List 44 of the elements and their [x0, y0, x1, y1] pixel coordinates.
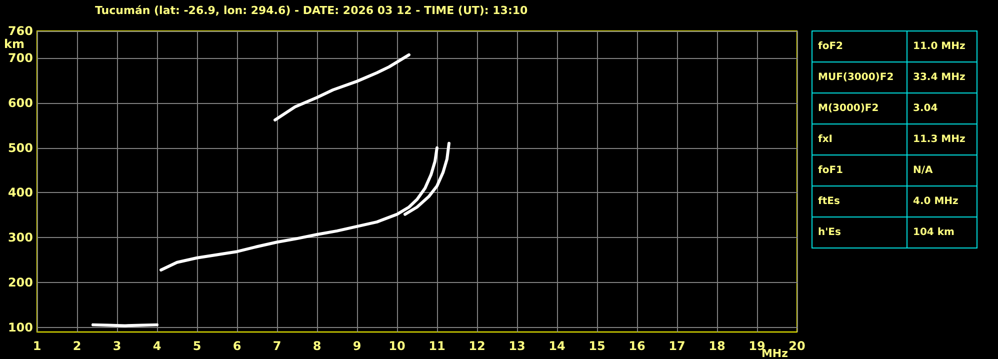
y-tick-label: 500 [8, 140, 33, 155]
x-tick-label: 20 [788, 339, 806, 353]
x-tick-label: 9 [352, 339, 362, 353]
text: 11.0 MHz [913, 41, 966, 52]
text: MUF(3000)F2 [818, 72, 894, 83]
text: foF2 [818, 41, 844, 52]
x-tick-label: 4 [152, 339, 162, 353]
text: 3.04 [913, 103, 938, 114]
y-tick-label: 400 [8, 186, 33, 200]
text: h'Es [818, 227, 842, 238]
x-tick-label: 2 [72, 339, 82, 353]
y-tick-label: 600 [8, 96, 33, 110]
text: N/A [913, 165, 934, 176]
x-tick-label: 15 [588, 339, 606, 353]
line-series [274, 53, 410, 122]
text: fxI [818, 134, 833, 145]
x-tick-label: 7 [272, 339, 282, 353]
x-tick-label: 13 [508, 339, 526, 353]
y-tick-label: 100 [8, 320, 33, 335]
y-axis-title: km [4, 37, 24, 51]
x-tick-label: 5 [192, 339, 202, 353]
x-tick-label: 3 [112, 339, 122, 353]
x-tick-label: 11 [428, 339, 446, 353]
text: 33.4 MHz [913, 72, 966, 83]
x-tick-label: 8 [312, 339, 322, 353]
x-tick-label: 18 [708, 339, 726, 353]
chart-title: Tucumán (lat: -26.9, lon: 294.6) - DATE: 2026 03 12 - TIME (UT): 13:10 [95, 4, 528, 17]
y-tick-label: 760 [8, 24, 33, 38]
text: 4.0 MHz [913, 196, 959, 207]
x-tick-label: 17 [668, 339, 686, 353]
x-tick-label: 14 [548, 339, 566, 353]
text: foF1 [818, 165, 844, 176]
text: M(3000)F2 [818, 103, 879, 114]
x-tick-label: 12 [468, 339, 486, 353]
x-tick-label: 16 [628, 339, 646, 353]
y-tick-label: 200 [8, 276, 33, 290]
x-tick-label: 6 [232, 339, 242, 353]
text: ftEs [818, 196, 840, 207]
text: 104 km [913, 227, 954, 238]
x-tick-label: 1 [32, 339, 42, 353]
x-tick-label: 10 [388, 339, 406, 353]
y-tick-label: 300 [8, 230, 33, 245]
y-tick-label: 700 [8, 50, 33, 65]
text: 11.3 MHz [913, 134, 966, 145]
